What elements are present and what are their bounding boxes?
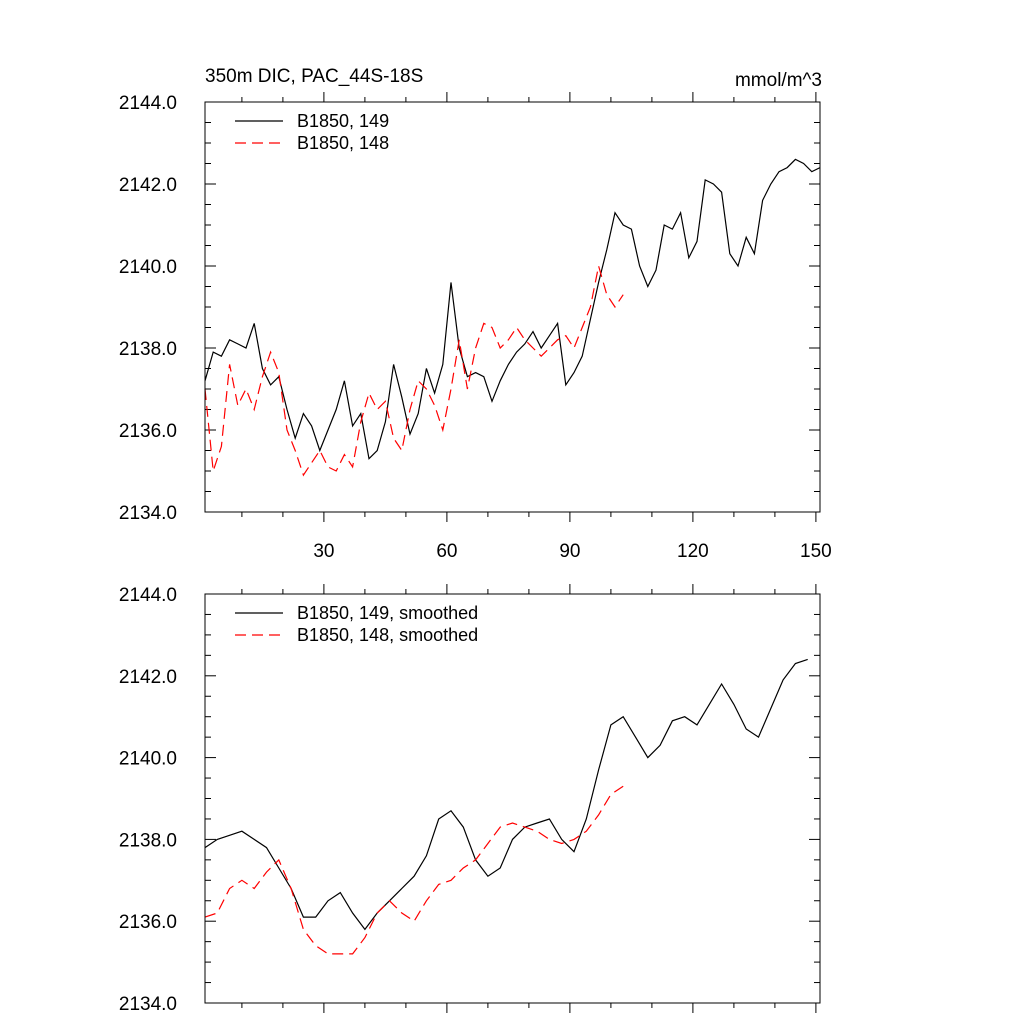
y-tick-label: 2142.0 xyxy=(119,175,177,196)
x-tick-label: 120 xyxy=(677,541,709,562)
x-tick-label: 30 xyxy=(313,541,334,562)
raw-timeseries-panel: 350m DIC, PAC_44S-18S mmol/m^3 2134.0213… xyxy=(119,66,832,562)
series-line-148 xyxy=(204,265,624,477)
series-lines xyxy=(204,158,821,477)
x-tick-label: 60 xyxy=(436,541,457,562)
y-tick-label: 2136.0 xyxy=(119,421,177,442)
y-tick-label: 2138.0 xyxy=(119,830,177,851)
y-tick-label: 2134.0 xyxy=(119,994,177,1015)
series-line-148 xyxy=(204,785,624,955)
plot-frame xyxy=(204,101,821,513)
series-line-149 xyxy=(204,158,821,460)
legend: B1850, 149, smoothed B1850, 148, smoothe… xyxy=(235,603,478,645)
y-tick-label: 2134.0 xyxy=(119,503,177,524)
units-label: mmol/m^3 xyxy=(735,70,822,91)
y-tick-label: 2142.0 xyxy=(119,667,177,688)
y-tick-label: 2138.0 xyxy=(119,339,177,360)
chart-title: 350m DIC, PAC_44S-18S xyxy=(205,66,423,87)
series-lines xyxy=(204,658,808,955)
y-tick-label: 2136.0 xyxy=(119,912,177,933)
smoothed-timeseries-panel: 2134.0 2136.0 2138.0 2140.0 2142.0 2144.0 B18… xyxy=(119,584,821,1015)
plot-frame xyxy=(204,593,821,1004)
y-tick-labels: 2134.0 2136.0 2138.0 2140.0 2142.0 2144.0 xyxy=(119,93,177,524)
y-tick-label: 2144.0 xyxy=(119,93,177,114)
legend: B1850, 149 B1850, 148 xyxy=(235,111,389,153)
y-tick-label: 2140.0 xyxy=(119,257,177,278)
y-tick-labels: 2134.0 2136.0 2138.0 2140.0 2142.0 2144.0 xyxy=(119,585,177,1015)
legend-label-149-smoothed: B1850, 149, smoothed xyxy=(297,603,478,623)
x-tick-label: 90 xyxy=(559,541,580,562)
y-tick-label: 2144.0 xyxy=(119,585,177,606)
x-tick-label: 150 xyxy=(800,541,832,562)
axis-ticks xyxy=(205,584,820,1013)
x-tick-labels: 30 60 90 120 150 xyxy=(313,541,831,562)
y-tick-label: 2140.0 xyxy=(119,749,177,770)
series-line-149 xyxy=(204,658,808,931)
legend-label-148-smoothed: B1850, 148, smoothed xyxy=(297,625,478,645)
legend-label-149: B1850, 149 xyxy=(297,111,389,131)
legend-label-148: B1850, 148 xyxy=(297,133,389,153)
